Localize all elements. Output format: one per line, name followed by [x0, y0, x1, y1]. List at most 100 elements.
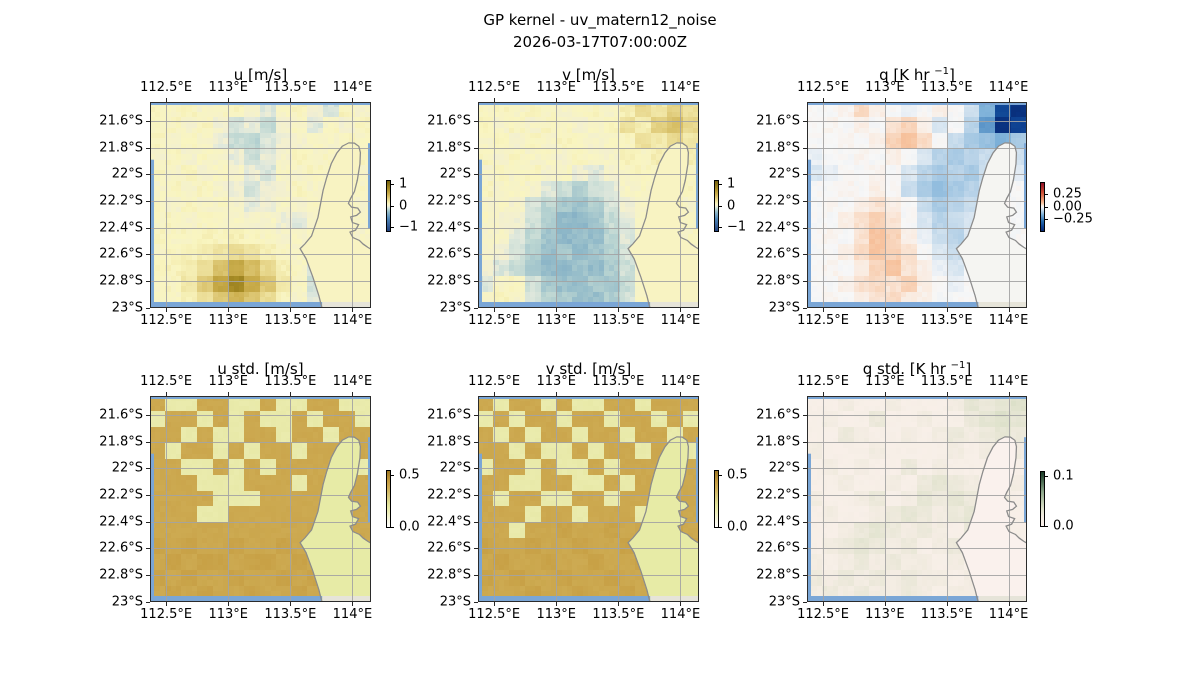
colorbar-tick-label-q: −0.25 — [1053, 211, 1093, 227]
x-tick-label-top-v: 113.5°E — [592, 80, 645, 95]
x-tickmark-q_std — [884, 392, 886, 396]
x-tickmark-v_std — [618, 602, 620, 606]
y-tickmark-q_std — [803, 495, 807, 497]
x-tickmark-u_std — [352, 602, 354, 606]
x-tick-label-bottom-q_std: 114°E — [988, 607, 1029, 622]
y-tickmark-u — [146, 174, 150, 176]
x-tickmark-u_std — [166, 392, 168, 396]
subplot-title-u_std: u std. [m/s] — [217, 360, 304, 378]
y-tick-label-v_std: 22°S — [439, 460, 471, 476]
x-tickmark-q_std — [1008, 602, 1010, 606]
y-tick-label-q_std: 22.4°S — [756, 514, 800, 530]
y-tick-label-q: 22.8°S — [756, 273, 800, 289]
y-tickmark-v — [474, 308, 478, 309]
x-tickmark-v — [556, 308, 558, 312]
x-tick-label-top-v_std: 113°E — [536, 374, 576, 389]
y-tick-label-u_std: 22.4°S — [99, 514, 143, 530]
x-tickmark-q — [946, 308, 948, 312]
y-tickmark-q — [803, 174, 807, 176]
x-tickmark-v — [618, 308, 620, 312]
y-tick-label-q: 22.6°S — [756, 246, 800, 262]
y-tickmark-q_std — [803, 575, 807, 577]
x-tick-label-bottom-u: 113°E — [208, 313, 248, 328]
x-tick-label-bottom-v_std: 114°E — [660, 607, 701, 622]
subplot-title-q_std: q std. [K hr −1] — [862, 360, 972, 378]
x-tick-label-bottom-v_std: 113.5°E — [592, 607, 645, 622]
y-tick-label-v: 22.4°S — [427, 220, 471, 236]
x-tickmark-u — [166, 308, 168, 312]
x-tick-label-bottom-v: 112.5°E — [468, 313, 521, 328]
y-tick-label-u_std: 21.6°S — [99, 407, 143, 423]
y-tickmark-u_std — [146, 521, 150, 523]
y-tickmark-q — [803, 308, 807, 309]
figure-suptitle-line2: 2026-03-17T07:00:00Z — [513, 33, 687, 51]
y-tickmark-v — [474, 120, 478, 122]
colorbar-tick-label-u: −1 — [399, 219, 419, 235]
x-tick-label-top-u_std: 114°E — [332, 374, 373, 389]
y-tickmark-v_std — [474, 441, 478, 443]
y-tick-label-q: 21.6°S — [756, 113, 800, 129]
x-tick-label-top-q_std: 114°E — [988, 374, 1029, 389]
y-tickmark-q_std — [803, 414, 807, 416]
y-tick-label-v: 22.6°S — [427, 246, 471, 262]
heatmap-canvas-u — [150, 102, 371, 308]
y-tickmark-v_std — [474, 414, 478, 416]
x-tickmark-u_std — [228, 602, 230, 606]
y-tick-label-v: 22.8°S — [427, 273, 471, 289]
x-tickmark-q_std — [884, 602, 886, 606]
x-tickmark-u — [228, 308, 230, 312]
x-tick-label-bottom-v: 113°E — [536, 313, 576, 328]
x-tickmark-q — [884, 308, 886, 312]
y-tick-label-v: 22.2°S — [427, 193, 471, 209]
figure-suptitle-line1: GP kernel - uv_matern12_noise — [483, 11, 717, 29]
y-tick-label-q_std: 23°S — [768, 594, 800, 610]
x-tickmark-v_std — [556, 602, 558, 606]
subplot-title-v_std: v std. [m/s] — [545, 360, 632, 378]
heatmap-canvas-q_std — [807, 396, 1027, 602]
x-tickmark-v — [680, 308, 682, 312]
colorbar-tick-label-v: 0 — [727, 198, 736, 213]
x-tickmark-v — [494, 308, 496, 312]
colorbar-q — [1040, 182, 1050, 232]
y-tick-label-q_std: 21.6°S — [756, 407, 800, 423]
x-tickmark-q_std — [946, 392, 948, 396]
x-tick-label-bottom-u_std: 113.5°E — [264, 607, 317, 622]
y-tickmark-u — [146, 281, 150, 283]
x-tick-label-bottom-u_std: 114°E — [332, 607, 373, 622]
y-tickmark-q — [803, 120, 807, 122]
y-tick-label-u_std: 22.6°S — [99, 540, 143, 556]
x-tick-label-top-q: 112.5°E — [797, 80, 850, 95]
x-tick-label-top-q_std: 113°E — [865, 374, 905, 389]
y-tick-label-u: 22.6°S — [99, 246, 143, 262]
y-tick-label-u: 22.8°S — [99, 273, 143, 289]
y-tickmark-v — [474, 201, 478, 203]
x-tick-label-bottom-q_std: 112.5°E — [797, 607, 850, 622]
x-tickmark-q — [823, 98, 825, 102]
x-tick-label-bottom-v: 114°E — [660, 313, 701, 328]
y-tickmark-u_std — [146, 548, 150, 550]
y-tick-label-u: 21.6°S — [99, 113, 143, 129]
x-tickmark-v_std — [618, 392, 620, 396]
y-tickmark-q — [803, 201, 807, 203]
x-tick-label-top-u: 114°E — [332, 80, 373, 95]
x-tick-label-bottom-v_std: 113°E — [536, 607, 576, 622]
y-tickmark-q — [803, 227, 807, 229]
x-tickmark-u — [290, 98, 292, 102]
y-tickmark-q_std — [803, 468, 807, 470]
y-tick-label-v_std: 22.4°S — [427, 514, 471, 530]
y-tick-label-q: 23°S — [768, 300, 800, 316]
y-tickmark-u — [146, 254, 150, 256]
y-tickmark-v_std — [474, 602, 478, 603]
colorbar-tick-label-v_std: 0.5 — [727, 467, 748, 483]
y-tick-label-q: 22°S — [768, 166, 800, 182]
y-tick-label-v: 21.6°S — [427, 113, 471, 129]
colorbar-tick-label-q: 0.25 — [1053, 186, 1082, 202]
y-tick-label-u: 22°S — [111, 166, 143, 182]
x-tickmark-q_std — [823, 392, 825, 396]
colorbar-q_std — [1040, 471, 1050, 527]
colorbar-v — [714, 180, 724, 232]
x-tickmark-q_std — [946, 602, 948, 606]
x-tickmark-u_std — [290, 392, 292, 396]
y-tickmark-q_std — [803, 441, 807, 443]
x-tickmark-v_std — [494, 392, 496, 396]
